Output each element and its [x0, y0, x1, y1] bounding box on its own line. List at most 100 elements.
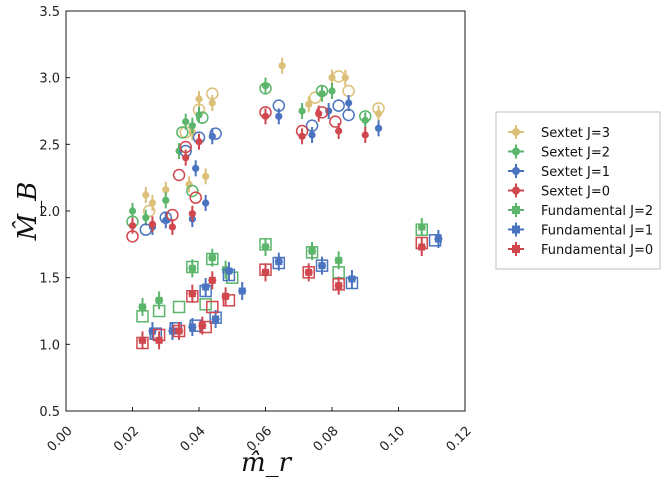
point-filled-sextet-j-0 [188, 210, 196, 218]
series-fundamental-j-0 [136, 236, 429, 350]
point-filled-fundamental-j-0 [418, 243, 426, 251]
point-filled-sextet-j-2 [188, 122, 196, 130]
legend-marker-sextet-j-0 [512, 186, 520, 195]
series-sextet-j-0 [126, 105, 369, 243]
series-fundamental-j-2 [136, 218, 429, 323]
point-filled-sextet-j-1 [345, 99, 353, 107]
point-filled-sextet-j-3 [305, 100, 313, 108]
point-open-fundamental-j-2 [172, 300, 186, 314]
point-filled-sextet-j-3 [374, 110, 383, 118]
point-filled-fundamental-j-1 [225, 267, 233, 275]
x-axis-label: m̂_r [241, 448, 293, 478]
legend-marker-fundamental-j-0 [512, 245, 520, 253]
point-filled-fundamental-j-0 [155, 336, 163, 344]
legend-label-sextet-j-1: Sextet J=1 [541, 165, 610, 180]
point-filled-sextet-j-1 [374, 124, 383, 132]
point-filled-fundamental-j-1 [275, 258, 283, 266]
point-open-sextet-j-3 [309, 91, 322, 104]
point-filled-sextet-j-2 [142, 214, 150, 222]
point-filled-sextet-j-2 [162, 196, 170, 204]
legend-marker-fundamental-j-2 [512, 206, 520, 214]
point-filled-fundamental-j-1 [434, 235, 442, 243]
point-filled-sextet-j-3 [142, 191, 150, 199]
point-filled-sextet-j-0 [128, 222, 137, 230]
point-filled-sextet-j-2 [195, 111, 203, 119]
series-sextet-j-3 [142, 57, 385, 218]
point-open-fundamental-j-2 [199, 298, 212, 311]
point-filled-fundamental-j-0 [188, 290, 196, 298]
point-filled-fundamental-j-1 [168, 327, 176, 335]
point-filled-fundamental-j-1 [212, 315, 220, 323]
point-open-fundamental-j-0 [206, 300, 219, 314]
axis-labels: m̂_r M̂_B [12, 182, 292, 478]
point-filled-fundamental-j-0 [305, 268, 313, 276]
point-filled-sextet-j-1 [208, 132, 216, 140]
point-filled-sextet-j-1 [275, 112, 283, 120]
point-filled-fundamental-j-0 [138, 336, 146, 344]
point-open-sextet-j-0 [329, 115, 342, 128]
point-filled-fundamental-j-0 [222, 292, 230, 300]
point-filled-fundamental-j-2 [335, 256, 343, 264]
point-filled-sextet-j-3 [328, 74, 336, 82]
legend-label-fundamental-j-2: Fundamental J=2 [541, 204, 653, 219]
point-filled-fundamental-j-2 [188, 264, 196, 272]
y-tick-label: 0.5 [39, 405, 60, 420]
point-open-sextet-j-1 [332, 99, 345, 112]
y-tick-label: 1.0 [39, 338, 60, 353]
point-filled-fundamental-j-1 [148, 327, 156, 335]
point-filled-fundamental-j-0 [198, 322, 206, 330]
point-filled-sextet-j-3 [202, 172, 210, 180]
point-filled-fundamental-j-2 [155, 296, 163, 304]
point-filled-sextet-j-2 [361, 116, 369, 124]
point-filled-fundamental-j-2 [208, 254, 216, 262]
point-filled-sextet-j-0 [182, 154, 190, 162]
y-tick-label: 2.5 [39, 138, 60, 153]
legend-label-fundamental-j-0: Fundamental J=0 [541, 243, 653, 258]
point-filled-fundamental-j-2 [308, 247, 316, 255]
legend-marker-sextet-j-3 [512, 128, 520, 136]
legend-label-sextet-j-3: Sextet J=3 [541, 126, 610, 141]
point-filled-sextet-j-1 [308, 131, 316, 139]
point-filled-fundamental-j-1 [202, 283, 210, 291]
point-filled-sextet-j-2 [318, 90, 326, 98]
point-filled-fundamental-j-0 [175, 327, 183, 335]
point-filled-sextet-j-1 [202, 199, 210, 207]
plot-area [65, 10, 466, 412]
legend-label-fundamental-j-1: Fundamental J=1 [541, 224, 653, 239]
point-open-sextet-j-2 [186, 184, 199, 198]
point-open-sextet-j-2 [176, 126, 189, 139]
point-filled-sextet-j-0 [361, 131, 369, 139]
legend-label-sextet-j-2: Sextet J=2 [541, 146, 610, 161]
point-filled-sextet-j-3 [162, 186, 170, 194]
point-open-sextet-j-0 [189, 191, 202, 204]
point-filled-sextet-j-3 [148, 199, 157, 207]
point-open-sextet-j-0 [172, 168, 186, 182]
point-filled-fundamental-j-1 [238, 287, 246, 295]
point-filled-sextet-j-3 [278, 62, 286, 70]
y-tick-label: 3.0 [39, 72, 60, 87]
point-filled-fundamental-j-0 [262, 268, 269, 276]
data-points [126, 57, 443, 350]
point-filled-sextet-j-2 [261, 82, 270, 90]
legend-label-sextet-j-0: Sextet J=0 [541, 185, 610, 200]
point-filled-fundamental-j-1 [188, 323, 196, 331]
legend-marker-sextet-j-2 [512, 147, 520, 156]
point-filled-sextet-j-0 [335, 127, 343, 135]
y-tick-label: 2.0 [39, 205, 60, 220]
point-filled-sextet-j-2 [128, 207, 137, 215]
point-filled-fundamental-j-2 [262, 243, 269, 251]
point-filled-sextet-j-1 [192, 164, 200, 172]
point-filled-fundamental-j-2 [418, 223, 426, 231]
point-filled-sextet-j-0 [261, 112, 270, 120]
point-filled-sextet-j-0 [168, 223, 176, 231]
series-sextet-j-2 [126, 77, 372, 228]
point-filled-sextet-j-3 [341, 74, 349, 82]
point-filled-sextet-j-2 [298, 107, 306, 115]
legend: Sextet J=3 Sextet J=2 Sextet J=1 Sextet J=0… [495, 111, 661, 270]
point-filled-fundamental-j-0 [208, 276, 216, 284]
point-filled-sextet-j-0 [148, 220, 157, 228]
point-filled-sextet-j-2 [328, 87, 336, 95]
point-filled-sextet-j-0 [298, 132, 306, 140]
y-tick-label: 1.5 [39, 272, 60, 287]
